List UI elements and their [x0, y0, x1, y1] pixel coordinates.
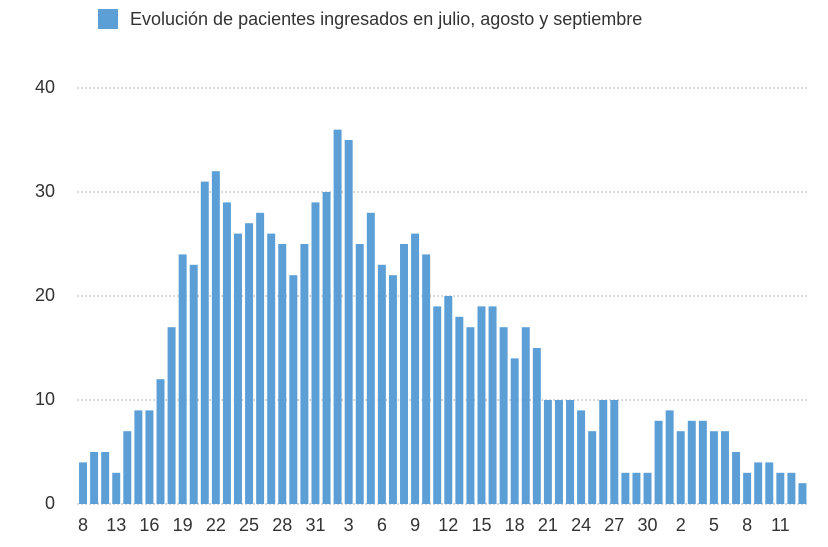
- x-tick-label: 25: [239, 515, 259, 535]
- y-tick-label: 40: [35, 77, 55, 97]
- bar: [554, 400, 563, 504]
- bar: [709, 431, 718, 504]
- bar: [543, 400, 552, 504]
- bar: [178, 254, 187, 504]
- y-tick-label: 20: [35, 285, 55, 305]
- x-tick-label: 8: [742, 515, 752, 535]
- x-tick-label: 28: [272, 515, 292, 535]
- bar: [444, 296, 453, 504]
- bar: [167, 327, 176, 504]
- bar: [798, 483, 807, 504]
- x-tick-label: 13: [106, 515, 126, 535]
- bar: [267, 233, 276, 504]
- x-tick-label: 30: [637, 515, 657, 535]
- bar: [234, 233, 242, 504]
- x-tick-label: 24: [571, 515, 591, 535]
- bar: [422, 254, 431, 504]
- bar: [577, 410, 586, 504]
- bar: [311, 202, 320, 504]
- bar: [499, 327, 508, 504]
- bar: [278, 244, 287, 504]
- bar: [211, 171, 220, 504]
- bar: [245, 223, 254, 504]
- bar: [455, 316, 464, 504]
- y-tick-label: 30: [35, 181, 55, 201]
- bar: [665, 410, 674, 504]
- bar: [721, 431, 729, 504]
- bar: [698, 420, 707, 504]
- bar: [156, 379, 165, 504]
- bar: [145, 410, 154, 504]
- bar: [687, 420, 696, 504]
- bar: [732, 452, 741, 504]
- x-tick-label: 8: [78, 515, 88, 535]
- bar: [610, 400, 619, 504]
- bar: [621, 472, 630, 504]
- bar: [765, 462, 774, 504]
- x-tick-label: 21: [538, 515, 558, 535]
- bar: [134, 410, 143, 504]
- bar: [90, 452, 99, 504]
- bar: [754, 462, 763, 504]
- x-tick-label: 31: [305, 515, 325, 535]
- x-tick-label: 22: [206, 515, 226, 535]
- bar: [488, 306, 497, 504]
- bar: [477, 306, 486, 504]
- bar: [322, 192, 331, 504]
- bar: [532, 348, 541, 504]
- bar: [123, 431, 132, 504]
- x-tick-label: 19: [173, 515, 193, 535]
- bar: [411, 233, 420, 504]
- bar: [112, 472, 121, 504]
- bar: [366, 212, 375, 505]
- bar: [344, 140, 353, 504]
- bar: [101, 452, 110, 504]
- bar: [433, 306, 442, 504]
- x-tick-label: 18: [505, 515, 525, 535]
- x-tick-label: 12: [438, 515, 458, 535]
- x-tick-label: 3: [344, 515, 354, 535]
- bar: [400, 244, 408, 504]
- bar: [654, 420, 663, 504]
- bar: [521, 327, 530, 504]
- bar: [632, 472, 641, 504]
- bar: [289, 275, 298, 504]
- y-tick-label: 0: [45, 493, 55, 513]
- bar: [776, 472, 785, 504]
- bar: [510, 358, 519, 504]
- x-tick-label: 2: [676, 515, 686, 535]
- x-tick-label: 16: [139, 515, 159, 535]
- x-tick-label: 27: [604, 515, 624, 535]
- x-tick-label: 9: [410, 515, 420, 535]
- x-tick-label: 6: [377, 515, 387, 535]
- bar: [256, 212, 265, 505]
- bar: [377, 264, 386, 504]
- bar: [566, 400, 575, 504]
- bar: [643, 472, 652, 504]
- bar: [300, 244, 309, 504]
- bar: [333, 129, 342, 504]
- legend-label: Evolución de pacientes ingresados en jul…: [130, 9, 642, 29]
- bar: [787, 472, 796, 504]
- bar: [588, 431, 597, 504]
- bar: [388, 275, 397, 504]
- x-tick-label: 11: [771, 515, 790, 535]
- bar: [743, 472, 752, 504]
- bar: [355, 244, 364, 504]
- bar: [189, 264, 198, 504]
- bar: [222, 202, 231, 504]
- y-tick-label: 10: [35, 389, 55, 409]
- bar: [676, 431, 685, 504]
- x-tick-label: 15: [471, 515, 491, 535]
- x-tick-label: 5: [709, 515, 719, 535]
- legend-swatch: [98, 9, 118, 29]
- bar: [466, 327, 475, 504]
- bar: [79, 462, 88, 504]
- bar: [599, 400, 608, 504]
- bar: [200, 181, 209, 504]
